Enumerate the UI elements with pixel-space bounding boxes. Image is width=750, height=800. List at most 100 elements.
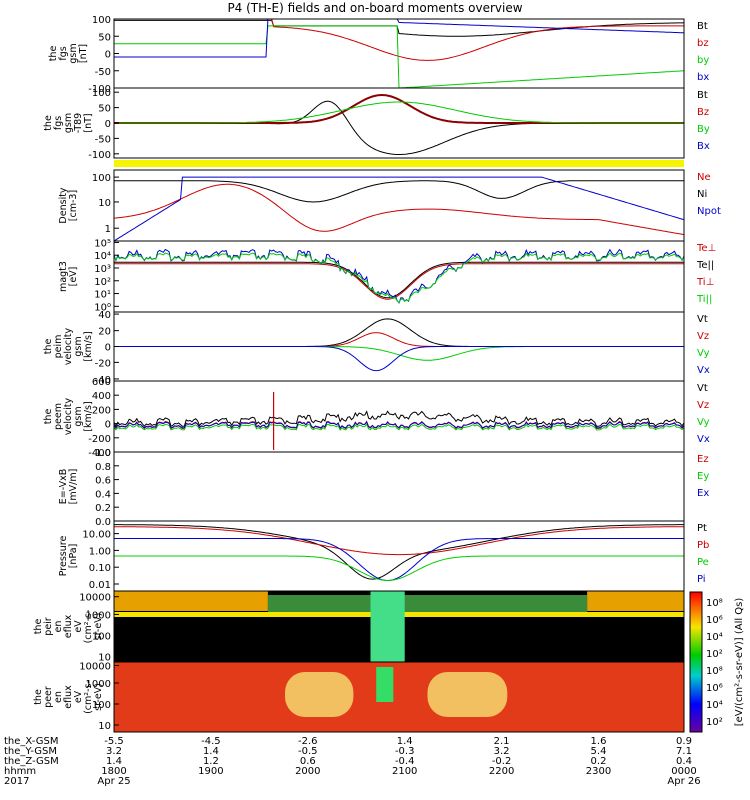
footer-value: 1.4 bbox=[397, 736, 413, 747]
footer-value: 0.2 bbox=[591, 756, 607, 767]
ytick-label-temperature: 10⁵ bbox=[94, 238, 111, 249]
ytick-label-fgs-gsm-t89: -100 bbox=[88, 150, 111, 161]
legend-fgs-gsm: by bbox=[697, 55, 709, 66]
series-Pe-line bbox=[114, 555, 684, 582]
ytick-label-temperature: 10¹ bbox=[94, 290, 111, 301]
colorbar-label-text: [eV/(cm²-s-sr-eV)] (All Qs) bbox=[734, 598, 745, 727]
ytick-label-temperature: 10⁴ bbox=[94, 251, 111, 262]
peir-center bbox=[370, 591, 405, 662]
ylabel-line: E=-VxB bbox=[58, 469, 69, 504]
quality-bar bbox=[114, 160, 684, 167]
footer-value: -0.4 bbox=[395, 756, 415, 767]
legend-e-field: Ez bbox=[697, 454, 709, 465]
footer-value: 7.1 bbox=[676, 746, 692, 757]
ylabel-line: peir bbox=[43, 617, 54, 636]
ytick-label-peer-spec: 100 bbox=[92, 700, 111, 711]
ylabel-line: [cm-3] bbox=[68, 190, 79, 221]
footer-value: 5.4 bbox=[591, 746, 607, 757]
colorbar bbox=[689, 591, 703, 733]
ylabel-line: fgs bbox=[53, 116, 64, 130]
footer-value: -0.2 bbox=[492, 756, 512, 767]
colorbar-tick: 10⁴ bbox=[706, 632, 723, 643]
ytick-label-peim-velocity: 20 bbox=[98, 327, 111, 338]
ylabel-line: gsm bbox=[63, 113, 74, 133]
series-Te-perp-line bbox=[114, 263, 684, 300]
ylabel-line: [nPa] bbox=[68, 544, 79, 569]
legend-temperature: Ti⊥ bbox=[696, 277, 714, 288]
ylabel-line: sr-eV) bbox=[93, 683, 104, 711]
legend-density: Ni bbox=[697, 189, 707, 200]
series-Ni-line bbox=[114, 180, 684, 203]
chart-title: P4 (TH-E) fields and on-board moments ov… bbox=[227, 1, 523, 15]
footer-value: 2100 bbox=[392, 766, 417, 777]
peer-blob-2 bbox=[427, 672, 508, 717]
ytick-label-e-field: 0.0 bbox=[95, 517, 111, 528]
series-Ne-line bbox=[113, 183, 685, 236]
footer-value: -0.3 bbox=[395, 746, 415, 757]
footer-value: 0.9 bbox=[676, 736, 692, 747]
series-bx-line bbox=[114, 18, 685, 58]
ylabel-line: [km/s] bbox=[83, 401, 94, 431]
colorbar-tick: 10⁸ bbox=[706, 598, 723, 609]
ytick-label-peem-velocity: 0 bbox=[105, 420, 111, 431]
footer-value: 2200 bbox=[489, 766, 514, 777]
footer-value: -2.6 bbox=[298, 736, 318, 747]
ytick-label-peem-velocity: 600 bbox=[92, 377, 111, 388]
ytick-label-peer-spec: 10 bbox=[98, 721, 111, 732]
ylabel-line: gsm bbox=[73, 336, 84, 356]
ylabel-peim-velocity: the peim velocity gsm [km/s] bbox=[43, 328, 94, 366]
ylabel-peir-spec: the peir en eflux eV (cm²-s-sr-eV) bbox=[33, 610, 104, 644]
ytick-label-pressure: 0.10 bbox=[89, 563, 111, 574]
legend-peim-velocity: Vt bbox=[697, 314, 708, 325]
legend-temperature: Ti|| bbox=[696, 294, 712, 305]
peer-spectrogram bbox=[114, 662, 684, 732]
colorbar-tick: 10⁶ bbox=[706, 615, 723, 626]
series-Vt-peem-line bbox=[113, 410, 685, 428]
footer-value: Apr 26 bbox=[667, 776, 700, 787]
legend-fgs-gsm: Bt bbox=[697, 21, 708, 32]
ytick-label-temperature: 10² bbox=[94, 277, 111, 288]
footer-label: the_Z-GSM bbox=[4, 756, 59, 767]
ytick-label-density: 1 bbox=[105, 224, 111, 235]
ylabel-line: (cm²-s- bbox=[83, 610, 94, 644]
legend-peem-velocity: Vz bbox=[697, 400, 709, 411]
peir-band-2 bbox=[587, 591, 684, 611]
footer-value: Apr 25 bbox=[97, 776, 130, 787]
series-Bt-t89-line bbox=[114, 100, 684, 155]
ylabel-fgs-gsm: the fgs gsm [nT] bbox=[48, 43, 89, 63]
ytick-label-fgs-gsm-t89: 100 bbox=[92, 88, 111, 99]
ytick-label-pressure: 10.00 bbox=[82, 530, 111, 541]
ytick-label-pressure: 1.00 bbox=[89, 546, 111, 557]
legend-temperature: Te|| bbox=[696, 260, 714, 271]
footer-value: 2000 bbox=[295, 766, 320, 777]
legend-peim-velocity: Vy bbox=[697, 348, 710, 359]
ylabel-line: [mV/m] bbox=[68, 469, 79, 505]
panel-frame-peem-velocity bbox=[113, 380, 685, 453]
footer-value: 0.6 bbox=[300, 756, 316, 767]
ytick-label-peer-spec: 1000 bbox=[86, 679, 111, 690]
ylabel-line: en bbox=[53, 691, 64, 703]
ytick-label-density: 10 bbox=[98, 198, 111, 209]
footer-value: 1900 bbox=[198, 766, 223, 777]
ylabel-fgs-gsm-t89: the fgs gsm -T89 [nT] bbox=[43, 113, 94, 133]
ylabel-line: eV bbox=[73, 690, 84, 703]
ylabel-line: gsm bbox=[73, 406, 84, 426]
legend-fgs-gsm-t89: By bbox=[697, 124, 710, 135]
ylabel-line: [nT] bbox=[78, 44, 89, 63]
footer-value: -5.5 bbox=[104, 736, 124, 747]
series-Vy-peim-line bbox=[114, 346, 684, 361]
ytick-label-fgs-gsm-t89: -50 bbox=[95, 134, 111, 145]
footer-value: -4.5 bbox=[201, 736, 221, 747]
colorbar-tick: 10⁶ bbox=[706, 683, 723, 694]
ylabel-line: -T89 bbox=[73, 113, 84, 133]
legend-peem-velocity: Vt bbox=[697, 383, 708, 394]
series-Ti-par-line bbox=[113, 252, 685, 304]
ytick-label-fgs-gsm: 50 bbox=[98, 32, 111, 43]
panel-frame-temperature bbox=[113, 240, 685, 313]
ytick-label-peem-velocity: 200 bbox=[92, 405, 111, 416]
ylabel-temperature: magt3 [eV] bbox=[58, 261, 79, 292]
ytick-label-e-field: 1.0 bbox=[95, 448, 111, 459]
footer-value: 1.4 bbox=[203, 746, 219, 757]
footer-value: 1.2 bbox=[203, 756, 219, 767]
ylabel-line: eflux bbox=[63, 685, 74, 709]
